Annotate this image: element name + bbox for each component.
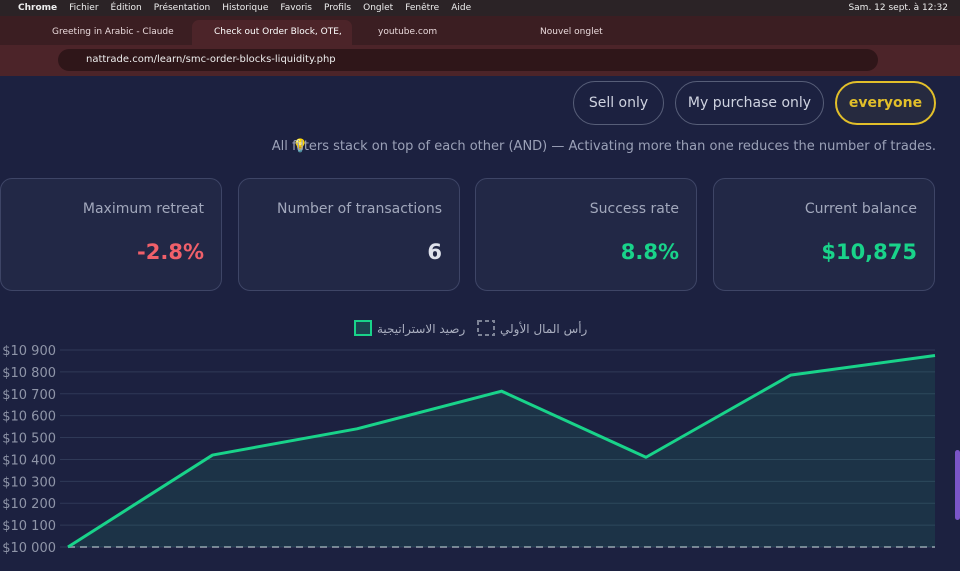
bulb-icon: 💡 [292, 139, 309, 154]
stat-card: Number of transactions 6 [238, 178, 460, 291]
menu-item[interactable]: Chrome [18, 3, 58, 13]
y-tick-label: $10 900 [2, 344, 56, 359]
stat-card: Maximum retreat -2.8% [0, 178, 222, 291]
menu-item[interactable]: Profils [323, 3, 352, 13]
tab-bar: Greeting in Arabic - Claude Check out Or… [0, 16, 960, 45]
filter-button[interactable]: Sell only [573, 81, 664, 125]
url-field[interactable]: nattrade.com/learn/smc-order-blocks-liqu… [58, 49, 878, 71]
menu-item[interactable]: Fenêtre [405, 3, 440, 13]
legend-label: رصيد الاستراتيجية [377, 322, 465, 337]
stat-label: Success rate [589, 201, 679, 217]
y-tick-label: $10 000 [2, 541, 56, 556]
menu-item[interactable]: Onglet [363, 3, 394, 13]
menu-item[interactable]: Favoris [280, 3, 312, 13]
tab[interactable]: Greeting in Arabic - Claude [52, 27, 174, 37]
tab[interactable]: Check out Order Block, OTE, [192, 20, 352, 45]
filter-button[interactable]: My purchase only [675, 81, 824, 125]
legend-swatch [477, 320, 495, 336]
y-tick-label: $10 600 [2, 410, 56, 425]
stat-value: $10,875 [821, 240, 917, 264]
stat-label: Number of transactions [276, 201, 442, 217]
y-tick-label: $10 700 [2, 388, 56, 403]
y-tick-label: $10 800 [2, 366, 56, 381]
filter-button[interactable]: everyone [835, 81, 936, 125]
menu-item[interactable]: Aide [451, 3, 472, 13]
menu-item[interactable]: Fichier [69, 3, 99, 13]
y-tick-label: $10 500 [2, 432, 56, 447]
menu-item[interactable]: Historique [222, 3, 269, 13]
area-fill [68, 355, 935, 547]
menu-item[interactable]: Présentation [153, 3, 211, 13]
menubar: Chrome Fichier Édition Présentation Historiq… [0, 0, 960, 16]
stat-card: Current balance $10,875 [713, 178, 935, 291]
chart: $10 000 $10 100 $10 200 $10 300 $10 400 $10 5… [2, 320, 936, 556]
y-tick-label: $10 400 [2, 453, 56, 468]
scrollbar [955, 450, 960, 520]
stat-value: 8.8% [620, 240, 679, 264]
y-tick-label: $10 100 [2, 519, 56, 534]
legend-swatch [354, 320, 372, 336]
stat-card: Success rate 8.8% [475, 178, 697, 291]
clock: Sam. 12 sept. à 12:32 [848, 3, 948, 13]
stat-value: -2.8% [137, 240, 204, 264]
menu-item[interactable]: Édition [110, 3, 142, 13]
stat-value: 6 [427, 240, 442, 264]
tab[interactable]: youtube.com [378, 27, 438, 37]
filter-note: All filters stack on top of each other (… [271, 139, 936, 154]
stat-label: Maximum retreat [82, 201, 204, 217]
stat-label: Current balance [804, 201, 917, 217]
series-line [67, 353, 936, 549]
legend-label: رأس المال الأولي [500, 321, 588, 337]
tab[interactable]: Nouvel onglet [540, 27, 603, 37]
y-tick-label: $10 200 [2, 497, 56, 512]
address-bar: nattrade.com/learn/smc-order-blocks-liqu… [0, 45, 960, 76]
y-tick-label: $10 300 [2, 475, 56, 490]
